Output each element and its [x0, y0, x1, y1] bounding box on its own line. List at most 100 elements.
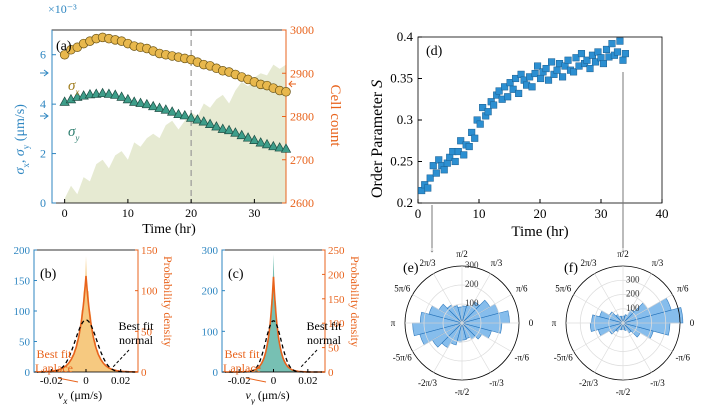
x-tick-label: 30 — [595, 206, 608, 221]
angle-label: 2π/3 — [580, 258, 597, 268]
sigma-y-point — [223, 124, 235, 135]
y-left-axis-label: σx, σy (μm/s) — [13, 104, 31, 175]
polar-spoke — [622, 294, 673, 324]
y-left-tick-label: 6 — [40, 48, 46, 62]
order-parameter-point — [583, 56, 591, 64]
sigma-y-point — [230, 127, 241, 137]
polar-spoke — [461, 322, 491, 373]
y-right-tick-label: 2800 — [290, 110, 314, 124]
label-part: v — [58, 388, 64, 402]
label-part: y — [250, 396, 255, 405]
angle-label: -π/6 — [514, 353, 529, 363]
y-left-tick-label: 50 — [19, 337, 31, 349]
panel-label: (f) — [564, 261, 578, 276]
x-tick-label: 0 — [415, 206, 422, 221]
x-axis-label: vx (μm/s) — [58, 388, 102, 405]
label-part: σ — [68, 78, 76, 94]
order-parameter-point — [577, 50, 586, 58]
x-axis-label: Time (hr) — [511, 224, 568, 240]
y-right-tick-label: 50 — [328, 343, 340, 355]
sigma-y-point — [192, 114, 203, 124]
sigma-y-point — [268, 140, 279, 151]
y-tick-label: 0.3 — [397, 112, 413, 127]
angle-label: -π/3 — [650, 378, 665, 388]
polar-spoke — [461, 322, 512, 352]
panel-b: -0.02 0 0.02 0 50 100 150 200 0 50 100 150 (b) Best f… — [14, 245, 176, 405]
order-parameter-point — [501, 83, 509, 91]
order-parameter-point — [495, 87, 503, 95]
label-part: (μm/s) — [67, 388, 102, 402]
x-tick-label: 0 — [83, 375, 89, 387]
sigma-y-point — [173, 108, 184, 119]
x-tick-label: 20 — [185, 206, 197, 220]
order-parameter-point — [534, 62, 542, 70]
panel-a: 0 10 20 30 0 2 4 6 2600 2700 2800 2900 3000 (a) ×10⁻³ σ… — [13, 2, 343, 237]
angle-label: -2π/3 — [418, 378, 438, 388]
label-part: v — [246, 388, 252, 402]
angle-label: -π/3 — [489, 378, 504, 388]
sigma-y-point — [185, 112, 197, 122]
y-axis-label: Order Parameter S — [369, 80, 386, 198]
panel-label: (d) — [426, 44, 443, 59]
right-axis-arrow — [288, 80, 296, 88]
x-tick-label: 0.02 — [111, 375, 130, 387]
label-part: x — [62, 396, 67, 405]
y-right-tick-label: 2700 — [290, 153, 314, 167]
sigma-y-point — [179, 109, 191, 120]
order-parameter-point — [591, 58, 600, 66]
annotation-normal-line2: normal — [119, 333, 154, 347]
label-part: (μm/s) — [255, 388, 290, 402]
annotation-laplace-line1: Best fit — [37, 347, 73, 361]
annotation-laplace-line2: Laplace — [223, 361, 261, 375]
annotation-normal-line2: normal — [307, 333, 342, 347]
order-parameter-point — [484, 108, 492, 116]
panel-label: (b) — [40, 267, 57, 282]
label-part: x — [21, 163, 31, 168]
angle-label: 0 — [529, 318, 534, 328]
panel-f: 0 π/6 π/3 π/2 2π/3 5π/6 π -5π/6 -2π/3 -π/2 -π/3 -π/… — [552, 249, 695, 397]
order-parameter-point — [426, 174, 434, 182]
annotation-laplace-arrow — [57, 377, 79, 383]
polar-spoke — [573, 322, 624, 352]
sigma-y-point — [211, 121, 222, 131]
sigma-x-label: σx — [68, 78, 79, 97]
x-tick-label: 40 — [656, 206, 669, 221]
order-parameter-point — [608, 40, 616, 48]
panel-label: (e) — [403, 261, 419, 276]
order-parameter-point — [621, 50, 629, 58]
angle-label: π/6 — [516, 284, 528, 294]
angle-label: 2π/3 — [419, 258, 436, 268]
panel-label: (a) — [56, 39, 72, 54]
polar-spoke — [412, 322, 463, 352]
sigma-y-point — [280, 143, 292, 153]
sigma-y-point — [274, 142, 285, 152]
cell-count-area — [64, 64, 286, 203]
x-tick-label: 0 — [62, 206, 68, 220]
left-axis-arrow-top — [40, 69, 49, 77]
connector-arrowhead-f: ↓ — [620, 243, 626, 255]
angle-label: -5π/6 — [554, 353, 574, 363]
x-tick-label: -0.02 — [228, 375, 251, 387]
y-left-tick-label: 0 — [213, 367, 219, 379]
sigma-y-point — [204, 118, 216, 128]
sigma-y-point — [122, 93, 134, 104]
y-right-tick-label: 100 — [328, 318, 345, 330]
order-parameter-point — [537, 74, 545, 83]
sigma-y-point — [160, 104, 172, 114]
angle-label: π/2 — [617, 249, 629, 259]
angle-label: 5π/6 — [555, 284, 572, 294]
order-parameter-point — [457, 137, 465, 145]
y-tick-label: 0.35 — [390, 71, 413, 86]
radius-label: 300 — [465, 260, 479, 270]
y-right-tick-label: 0 — [141, 367, 147, 379]
order-parameter-point — [451, 157, 459, 166]
label-part: x — [74, 87, 79, 97]
order-parameter-point — [548, 58, 556, 66]
order-parameter-point — [465, 143, 473, 151]
label-part: σ — [68, 124, 76, 140]
sigma-y-point — [135, 97, 146, 107]
sigma-y-point — [110, 89, 121, 99]
x-tick-label: 0 — [271, 375, 277, 387]
sigma-y-point — [236, 129, 247, 140]
polar-spoke — [461, 273, 491, 324]
